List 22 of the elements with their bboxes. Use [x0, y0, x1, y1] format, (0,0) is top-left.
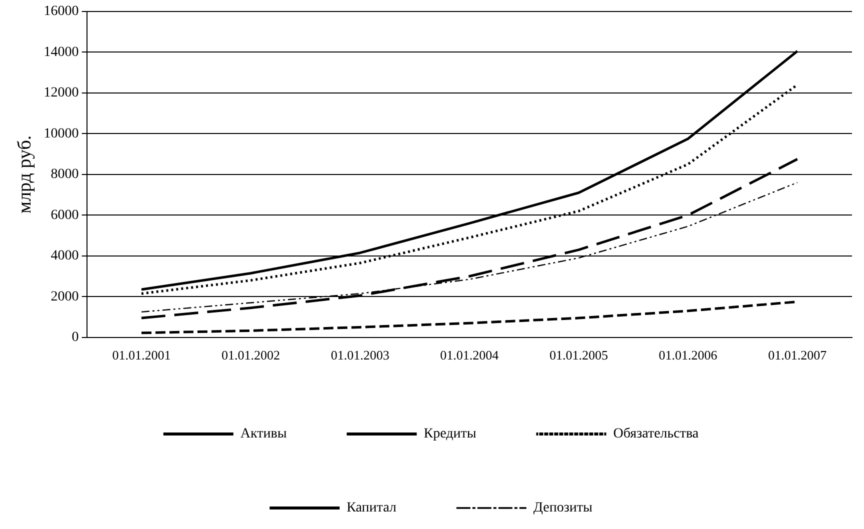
- legend-label: Активы: [240, 426, 288, 442]
- y-tick-label: 16000: [44, 4, 79, 20]
- y-axis-title: млрд руб.: [14, 135, 36, 214]
- legend-label: Капитал: [346, 500, 396, 516]
- legend-label: Кредиты: [424, 426, 477, 442]
- x-tick-label: 01.01.2004: [440, 348, 500, 363]
- x-tick-label: 01.01.2003: [330, 348, 390, 363]
- y-tick-label: 10000: [44, 126, 79, 142]
- legend-label: Депозиты: [533, 500, 593, 516]
- y-tick-label: 14000: [44, 44, 79, 60]
- y-tick-label: 2000: [50, 289, 79, 304]
- y-tick-label: 12000: [44, 86, 79, 101]
- legend-label: Обязательства: [613, 426, 700, 442]
- x-tick-label: 01.01.2002: [222, 348, 280, 363]
- x-tick-label: 01.01.2007: [768, 348, 828, 363]
- x-tick-label: 01.01.2006: [658, 348, 718, 363]
- y-tick-label: 4000: [50, 248, 79, 264]
- x-tick-label: 01.01.2001: [112, 348, 171, 363]
- y-tick-label: 8000: [50, 167, 79, 182]
- y-tick-label: 6000: [50, 208, 79, 223]
- x-tick-label: 01.01.2005: [549, 348, 608, 363]
- y-tick-label: 0: [72, 330, 79, 346]
